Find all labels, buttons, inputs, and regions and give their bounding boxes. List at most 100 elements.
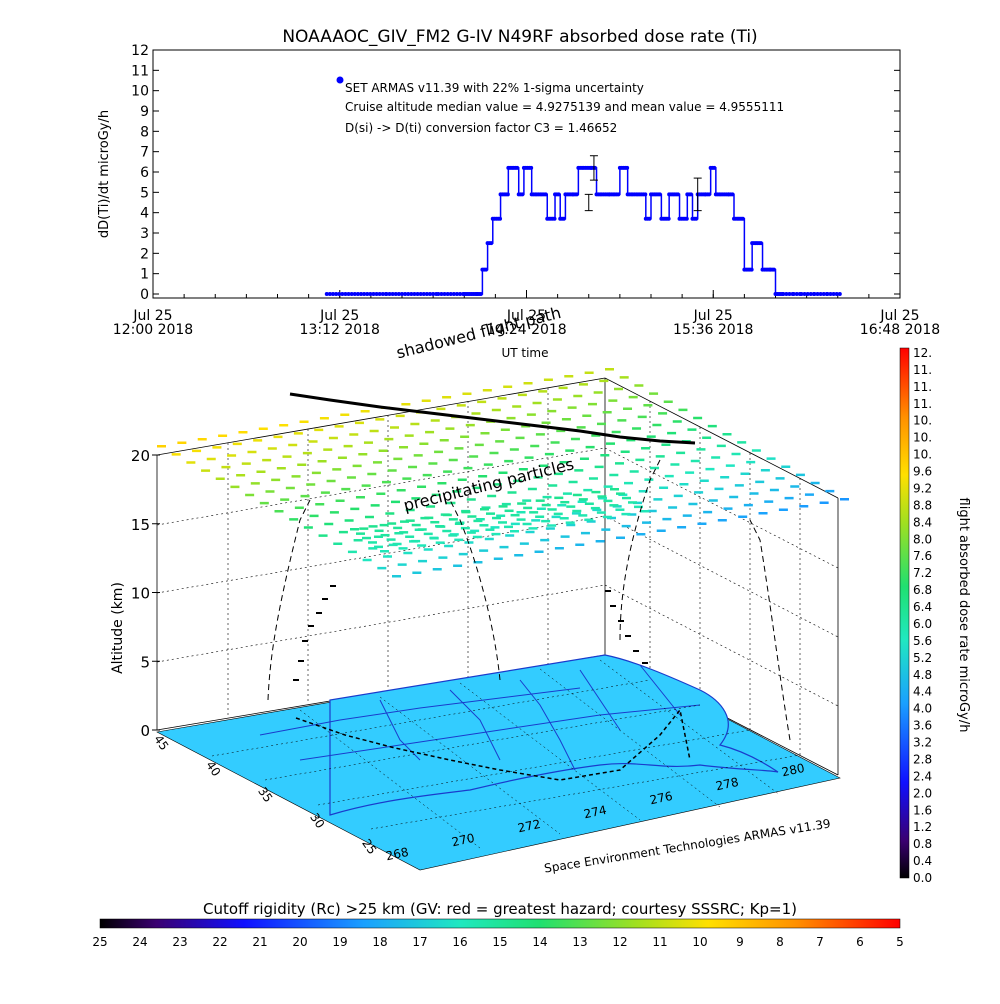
x-tick-label-top: Jul 25 <box>506 308 546 324</box>
dose-grid-cell <box>221 465 231 469</box>
dose-grid-cell <box>634 384 644 387</box>
dose-grid-cell <box>541 421 551 424</box>
series-point <box>424 292 429 296</box>
flight-track-shadow <box>289 392 696 445</box>
dose-grid-cell <box>417 544 427 547</box>
dose-grid-cell <box>479 524 489 527</box>
y-tick-label: 1 <box>140 267 149 283</box>
dose-grid-cell <box>558 386 568 390</box>
longitude-tick-label: 268 <box>385 845 410 863</box>
dose-grid-cell <box>230 485 240 489</box>
y-tick-label: 11 <box>131 63 149 79</box>
dose-grid-cell <box>344 519 354 522</box>
series-point <box>334 292 339 296</box>
altitude-tick-label: 10 <box>131 585 150 603</box>
x-tick-label-top: Jul 25 <box>879 308 919 324</box>
dose-grid-cell <box>545 527 555 530</box>
dose-grid-cell <box>241 462 251 465</box>
dose-grid-cell <box>580 531 590 535</box>
altitude-profiles <box>267 459 791 741</box>
dose-grid-cell <box>350 507 360 511</box>
dose-grid-cell <box>361 484 371 487</box>
dose-grid-cell <box>587 402 597 406</box>
flight-3d-map: 0 5 10 15 20 Altitude (km) <box>110 303 849 876</box>
altitude-tick-label: 5 <box>140 653 150 671</box>
series-point <box>387 292 392 296</box>
dose-grid-cell <box>825 489 835 493</box>
dose-colorbar-tick-label: 3.6 <box>913 719 932 733</box>
dose-grid-cell <box>323 448 333 451</box>
dose-grid-cell <box>376 492 386 495</box>
dose-grid-cell <box>672 420 682 423</box>
dose-grid-cell <box>354 421 364 425</box>
dose-grid-cell <box>259 501 269 505</box>
legend-marker <box>336 76 344 84</box>
dose-grid-cell <box>565 449 575 452</box>
dose-grid-cell <box>370 504 380 507</box>
dose-grid-cell <box>595 540 605 543</box>
dose-grid-cell <box>400 520 410 523</box>
dose-grid-cell <box>442 513 452 517</box>
dose-grid-cell <box>291 475 301 478</box>
dose-grid-cell <box>687 428 697 431</box>
dose-grid-cell <box>528 527 538 530</box>
dose-grid-cell <box>385 512 395 515</box>
dose-grid-cell <box>562 492 572 495</box>
dose-grid-cell <box>333 542 343 545</box>
series-point <box>758 241 763 246</box>
dose-grid-cell <box>215 477 225 480</box>
dose-rate-series <box>324 165 842 296</box>
dose-grid-cell <box>592 508 602 512</box>
dose-grid-cell <box>429 537 439 540</box>
dose-grid-cell <box>554 496 564 500</box>
dose-colorbar-tick-label: 5.6 <box>913 634 932 648</box>
dose-grid-cell <box>435 541 445 544</box>
dose-grid-cell <box>500 428 510 431</box>
series-point <box>421 292 426 296</box>
dose-grid-cell <box>626 438 636 442</box>
x-tick-label-top: Jul 25 <box>132 308 172 324</box>
dose-grid-cell <box>405 519 415 522</box>
dose-grid-cell <box>551 515 561 519</box>
rigidity-colorbar-tick-label: 16 <box>452 935 467 949</box>
series-point <box>343 292 348 296</box>
dose-grid-cell <box>436 525 446 528</box>
dose-grid-cell <box>516 518 526 521</box>
longitude-tick-label: 280 <box>781 761 806 779</box>
rigidity-colorbar-tick-label: 20 <box>292 935 307 949</box>
dose-colorbar-tick-label: 2.0 <box>913 786 932 800</box>
dose-grid-cell <box>517 393 527 397</box>
dose-grid-cell <box>628 395 638 399</box>
dose-grid-cell <box>819 501 829 504</box>
series-point <box>406 292 411 296</box>
dose-grid-cell <box>663 400 673 403</box>
dose-grid-cell <box>670 463 680 466</box>
dose-grid-cell <box>297 463 307 466</box>
dose-grid-cell <box>516 511 526 514</box>
longitude-tick-label: 276 <box>649 789 674 807</box>
dose-grid-cell <box>602 515 612 519</box>
dose-grid-cell <box>475 518 485 521</box>
dose-grid-cell <box>412 571 422 574</box>
dose-grid-cell <box>498 505 508 508</box>
dose-grid-cell <box>694 491 704 494</box>
series-point <box>448 292 453 296</box>
dose-grid-cell <box>238 431 248 434</box>
dose-grid-cell <box>605 368 614 371</box>
dose-grid-cell <box>518 468 528 471</box>
dose-grid-cell <box>332 468 342 471</box>
dose-grid-cell <box>419 442 429 445</box>
dose-grid-cell <box>708 499 718 502</box>
dose-colorbar-tick-label: 10. <box>913 448 932 462</box>
series-point <box>418 292 423 296</box>
dose-grid-cell <box>591 490 601 494</box>
dose-grid-cell <box>513 479 523 483</box>
dose-grid-cell <box>343 444 353 448</box>
series-point <box>552 216 557 221</box>
legend-line-2: Cruise altitude median value = 4.9275139… <box>345 100 784 114</box>
dose-grid-cell <box>646 435 656 438</box>
dose-grid-cell <box>705 467 715 471</box>
dose-colorbar-tick-label: 6.8 <box>913 583 932 597</box>
dose-colorbar-tick-label: 9.2 <box>913 481 932 495</box>
